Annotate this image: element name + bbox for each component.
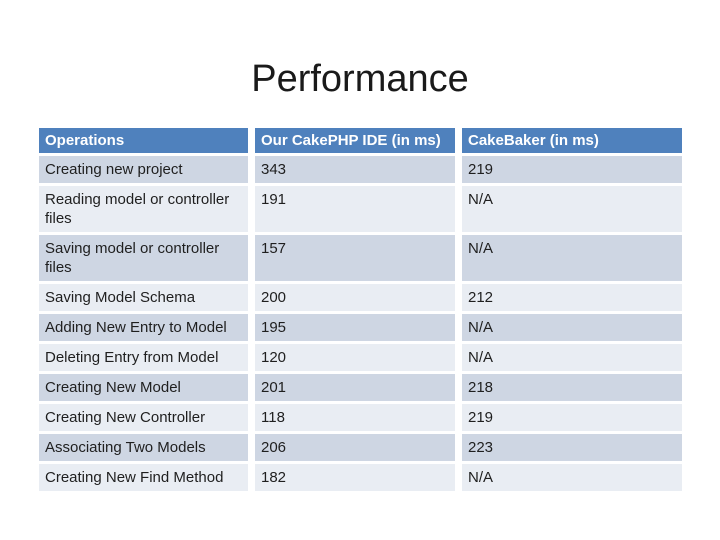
cell-cakebaker-ms: N/A <box>462 314 682 341</box>
cell-ide-ms: 182 <box>255 464 455 491</box>
cell-cakebaker-ms: 212 <box>462 284 682 311</box>
table-row: Creating New Model 201 218 <box>39 374 682 401</box>
cell-ide-ms: 343 <box>255 156 455 183</box>
cell-operation: Deleting Entry from Model <box>39 344 248 371</box>
cell-ide-ms: 157 <box>255 235 455 281</box>
cell-ide-ms: 120 <box>255 344 455 371</box>
table-row: Saving Model Schema 200 212 <box>39 284 682 311</box>
table-row: Creating New Controller 118 219 <box>39 404 682 431</box>
table-row: Creating New Find Method 182 N/A <box>39 464 682 491</box>
cell-operation: Associating Two Models <box>39 434 248 461</box>
cell-cakebaker-ms: 218 <box>462 374 682 401</box>
table-row: Saving model or controller files 157 N/A <box>39 235 682 281</box>
cell-operation: Creating new project <box>39 156 248 183</box>
cell-operation: Creating New Model <box>39 374 248 401</box>
cell-ide-ms: 195 <box>255 314 455 341</box>
table-row: Deleting Entry from Model 120 N/A <box>39 344 682 371</box>
cell-cakebaker-ms: N/A <box>462 464 682 491</box>
table-row: Creating new project 343 219 <box>39 156 682 183</box>
cell-ide-ms: 206 <box>255 434 455 461</box>
column-header-cakebaker: CakeBaker (in ms) <box>462 128 682 153</box>
table-body: Creating new project 343 219 Reading model … <box>39 156 682 491</box>
table-header-row: Operations Our CakePHP IDE (in ms) CakeB… <box>39 128 682 153</box>
cell-operation: Reading model or controller files <box>39 186 248 232</box>
column-header-cakephp-ide: Our CakePHP IDE (in ms) <box>255 128 455 153</box>
performance-table: Operations Our CakePHP IDE (in ms) CakeB… <box>32 125 689 494</box>
cell-operation: Creating New Controller <box>39 404 248 431</box>
cell-cakebaker-ms: 219 <box>462 404 682 431</box>
column-header-operations: Operations <box>39 128 248 153</box>
cell-cakebaker-ms: N/A <box>462 344 682 371</box>
cell-ide-ms: 191 <box>255 186 455 232</box>
cell-cakebaker-ms: N/A <box>462 186 682 232</box>
table-row: Adding New Entry to Model 195 N/A <box>39 314 682 341</box>
cell-ide-ms: 201 <box>255 374 455 401</box>
cell-operation: Saving model or controller files <box>39 235 248 281</box>
cell-cakebaker-ms: 219 <box>462 156 682 183</box>
table-row: Reading model or controller files 191 N/A <box>39 186 682 232</box>
cell-ide-ms: 200 <box>255 284 455 311</box>
cell-cakebaker-ms: N/A <box>462 235 682 281</box>
table-row: Associating Two Models 206 223 <box>39 434 682 461</box>
slide-title: Performance <box>251 58 469 100</box>
cell-operation: Saving Model Schema <box>39 284 248 311</box>
cell-operation: Adding New Entry to Model <box>39 314 248 341</box>
cell-operation: Creating New Find Method <box>39 464 248 491</box>
cell-cakebaker-ms: 223 <box>462 434 682 461</box>
cell-ide-ms: 118 <box>255 404 455 431</box>
